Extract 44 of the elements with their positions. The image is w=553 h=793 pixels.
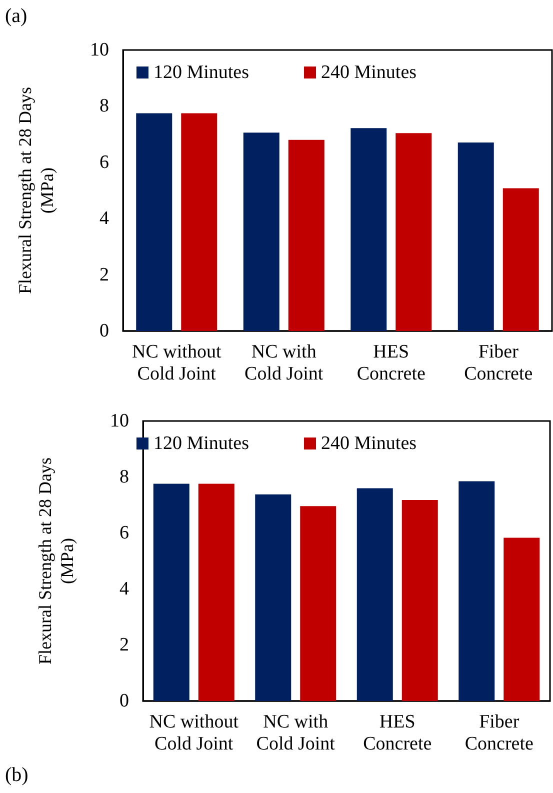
y-tick-label: 4 — [100, 208, 110, 230]
bar — [350, 128, 387, 331]
bar — [402, 500, 438, 701]
x-tick-label: NC with Cold Joint — [256, 712, 336, 754]
text: (b) — [5, 764, 28, 786]
legend-label: 120 Minutes — [153, 433, 249, 454]
x-tick-label: HES Concrete — [356, 342, 426, 384]
bar — [504, 538, 540, 701]
bar — [198, 484, 234, 701]
y-tick-label: 10 — [90, 40, 109, 60]
y-tick-label: 6 — [100, 152, 109, 173]
y-tick-label: 8 — [120, 466, 129, 488]
bar — [502, 188, 539, 331]
bar — [243, 132, 280, 331]
bar — [288, 140, 324, 331]
bar — [458, 481, 495, 701]
bar — [396, 133, 432, 331]
bar — [136, 113, 172, 331]
y-tick-label: 2 — [100, 264, 109, 286]
y-tick-label: 6 — [120, 522, 129, 544]
x-tick-label: Fiber Concrete — [464, 712, 534, 754]
y-axis-title: Flexural Strength at 28 Days (MPa) — [15, 87, 57, 294]
legend-label: 240 Minutes — [321, 433, 417, 454]
y-axis-title: Flexural Strength at 28 Days (MPa) — [35, 458, 77, 664]
bar — [300, 506, 336, 701]
x-tick-label: NC with Cold Joint — [244, 342, 324, 384]
x-tick-label: Fiber Concrete — [464, 342, 533, 384]
x-tick-label: NC without Cold Joint — [149, 712, 240, 754]
bar — [153, 484, 190, 701]
y-tick-label: 4 — [120, 578, 130, 600]
bar — [458, 142, 494, 331]
y-tick-label: 2 — [120, 634, 129, 656]
bar — [181, 113, 218, 331]
legend-label: 240 Minutes — [321, 62, 417, 83]
bar — [255, 494, 292, 701]
y-tick-label: 10 — [110, 410, 129, 432]
bar — [356, 488, 393, 701]
y-tick-label: 0 — [100, 320, 109, 342]
x-tick-label: HES Concrete — [363, 712, 432, 754]
y-tick-label: 0 — [120, 690, 129, 712]
legend-label: 120 Minutes — [153, 62, 249, 83]
y-tick-label: 8 — [100, 96, 109, 117]
text: (a) — [5, 5, 28, 27]
x-tick-label: NC without Cold Joint — [132, 342, 222, 384]
